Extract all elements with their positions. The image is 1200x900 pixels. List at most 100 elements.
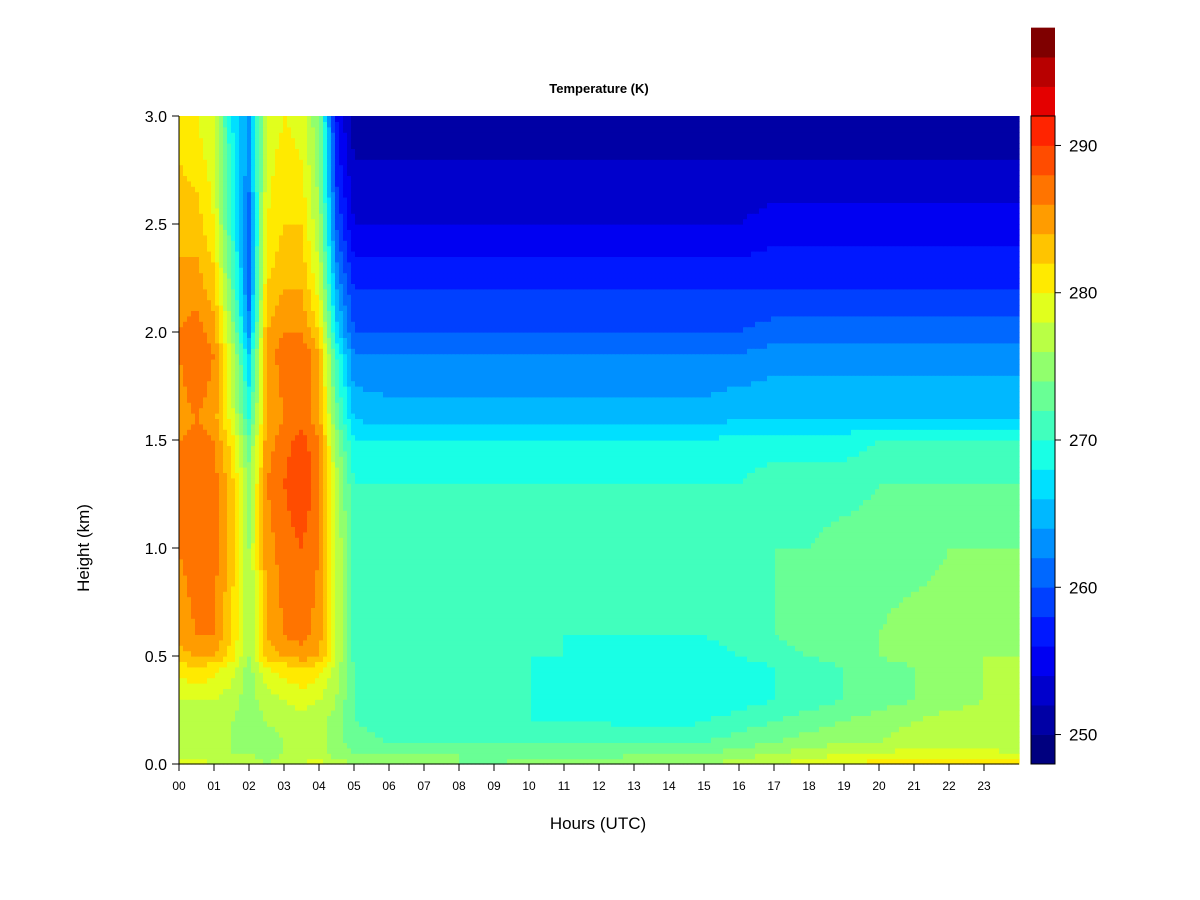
heatmap-cell (751, 634, 756, 640)
heatmap-cell (667, 726, 672, 732)
heatmap-cell (863, 737, 868, 743)
heatmap-cell (527, 640, 532, 646)
heatmap-cell (983, 705, 988, 711)
heatmap-cell (803, 737, 808, 743)
heatmap-cell (271, 721, 276, 727)
heatmap-cell (943, 715, 948, 721)
heatmap-cell (411, 688, 416, 694)
heatmap-cell (671, 645, 676, 651)
heatmap-cell (971, 742, 976, 748)
heatmap-cell (679, 715, 684, 721)
heatmap-cell (1007, 710, 1012, 716)
heatmap-cell (971, 710, 976, 716)
heatmap-cell (391, 710, 396, 716)
heatmap-cell (343, 742, 348, 748)
heatmap-cell (779, 753, 784, 759)
heatmap-cell (803, 732, 808, 738)
heatmap-cell (823, 694, 828, 700)
heatmap-cell (695, 640, 700, 646)
heatmap-cell (943, 748, 948, 754)
heatmap-cell (671, 715, 676, 721)
heatmap-cell (371, 742, 376, 748)
heatmap-cell (987, 721, 992, 727)
heatmap-cell (959, 651, 964, 657)
heatmap-cell (975, 651, 980, 657)
heatmap-cell (611, 705, 616, 711)
heatmap-cell (979, 640, 984, 646)
heatmap-cell (263, 640, 268, 646)
heatmap-cell (735, 721, 740, 727)
heatmap-cell (367, 737, 372, 743)
heatmap-cell (307, 699, 312, 705)
heatmap-cell (563, 688, 568, 694)
heatmap-cell (199, 715, 204, 721)
heatmap-cell (599, 753, 604, 759)
heatmap-cell (331, 737, 336, 743)
heatmap-cell (635, 651, 640, 657)
heatmap-cell (455, 726, 460, 732)
heatmap-cell (247, 732, 252, 738)
heatmap-cell (235, 640, 240, 646)
heatmap-cell (603, 726, 608, 732)
heatmap-cell (423, 699, 428, 705)
heatmap-cell (371, 748, 376, 754)
heatmap-cell (655, 753, 660, 759)
heatmap-cell (419, 683, 424, 689)
heatmap-cell (279, 710, 284, 716)
heatmap-cell (687, 753, 692, 759)
heatmap-cell (535, 672, 540, 678)
heatmap-cell (995, 715, 1000, 721)
heatmap-cell (379, 699, 384, 705)
heatmap-cell (835, 732, 840, 738)
heatmap-cell (579, 737, 584, 743)
heatmap-cell (883, 640, 888, 646)
heatmap-cell (927, 640, 932, 646)
heatmap-cell (951, 694, 956, 700)
heatmap-cell (807, 661, 812, 667)
heatmap-cell (967, 661, 972, 667)
heatmap-cell (707, 748, 712, 754)
heatmap-cell (511, 710, 516, 716)
heatmap-cell (563, 699, 568, 705)
heatmap-cell (835, 694, 840, 700)
heatmap-cell (207, 672, 212, 678)
heatmap-cell (343, 645, 348, 651)
heatmap-cell (583, 748, 588, 754)
heatmap-cell (711, 710, 716, 716)
heatmap-cell (967, 737, 972, 743)
heatmap-cell (971, 694, 976, 700)
heatmap-cell (923, 683, 928, 689)
heatmap-cell (483, 688, 488, 694)
heatmap-cell (195, 699, 200, 705)
heatmap-cell (543, 742, 548, 748)
heatmap-cell (203, 640, 208, 646)
heatmap-cell (951, 721, 956, 727)
heatmap-cell (975, 732, 980, 738)
heatmap-cell (719, 661, 724, 667)
heatmap-cell (839, 726, 844, 732)
heatmap-cell (527, 699, 532, 705)
heatmap-cell (839, 683, 844, 689)
heatmap-cell (723, 688, 728, 694)
heatmap-cell (215, 651, 220, 657)
heatmap-cell (427, 667, 432, 673)
heatmap-cell (723, 634, 728, 640)
heatmap-cell (771, 694, 776, 700)
heatmap-cell (595, 678, 600, 684)
heatmap-cell (895, 699, 900, 705)
heatmap-cell (995, 710, 1000, 716)
heatmap-cell (243, 694, 248, 700)
heatmap-cell (383, 737, 388, 743)
heatmap-cell (199, 726, 204, 732)
heatmap-cell (851, 705, 856, 711)
heatmap-cell (527, 678, 532, 684)
heatmap-cell (739, 645, 744, 651)
heatmap-cell (571, 656, 576, 662)
heatmap-cell (335, 651, 340, 657)
heatmap-cell (439, 645, 444, 651)
heatmap-cell (543, 651, 548, 657)
heatmap-cell (863, 710, 868, 716)
heatmap-cell (491, 737, 496, 743)
heatmap-cell (843, 705, 848, 711)
heatmap-cell (923, 732, 928, 738)
